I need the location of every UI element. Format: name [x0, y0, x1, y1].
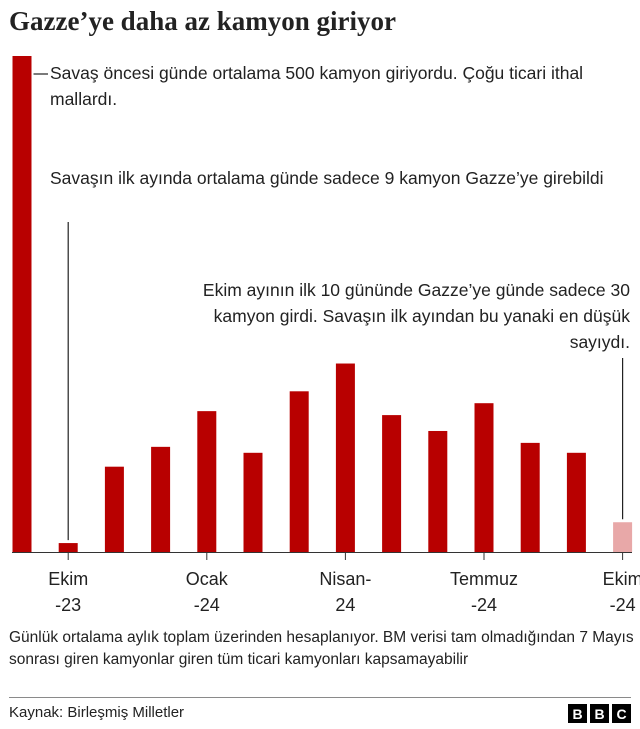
x-tick-label-month: Ekim — [602, 569, 640, 589]
x-tick-label: Ekim -24 — [578, 566, 640, 618]
bar — [520, 442, 540, 552]
x-tick-label-month: Temmuz — [449, 569, 518, 589]
bar — [197, 411, 217, 552]
logo-letter: C — [612, 704, 631, 723]
x-tick-label-month: Ekim — [48, 569, 89, 589]
footnote: Günlük ortalama aylık toplam üzerinden h… — [9, 629, 634, 668]
bar — [428, 430, 448, 552]
chart-title: Gazze’ye daha az kamyon giriyor — [9, 6, 396, 36]
x-tick-label: Ocak -24 — [162, 566, 252, 618]
bar — [335, 363, 355, 552]
bar — [289, 391, 309, 552]
annotation-october: Ekim ayının ilk 10 gününde Gazze’ye günd… — [202, 280, 630, 352]
x-tick-label-month: Ocak — [185, 569, 228, 589]
logo-letter: B — [590, 704, 609, 723]
x-tick-label-year: 24 — [335, 595, 356, 615]
bar — [12, 56, 32, 552]
bar — [566, 452, 586, 552]
x-tick-label: Nisan- 24 — [300, 566, 390, 618]
x-tick-label-year: -24 — [193, 595, 220, 615]
bar — [58, 543, 78, 552]
bar — [104, 466, 124, 552]
logo-letter: B — [568, 704, 587, 723]
x-tick-label: Ekim -23 — [23, 566, 113, 618]
bar — [151, 446, 171, 552]
x-tick-label: Temmuz -24 — [439, 566, 529, 618]
bar — [382, 415, 402, 552]
x-tick-label-month: Nisan- — [319, 569, 372, 589]
bar — [243, 452, 263, 552]
footer-divider — [9, 697, 631, 698]
x-tick-label-year: -23 — [55, 595, 82, 615]
annotation-first-month: Savaşın ilk ayında ortalama günde sadece… — [50, 168, 604, 188]
bbc-logo: B B C — [568, 704, 631, 723]
bar — [474, 403, 494, 552]
x-tick-label-year: -24 — [609, 595, 636, 615]
x-tick-label-year: -24 — [470, 595, 497, 615]
annotation-prewar: Savaş öncesi günde ortalama 500 kamyon g… — [50, 63, 584, 109]
bar — [613, 522, 633, 552]
source-text: Kaynak: Birleşmiş Milletler — [9, 704, 185, 721]
